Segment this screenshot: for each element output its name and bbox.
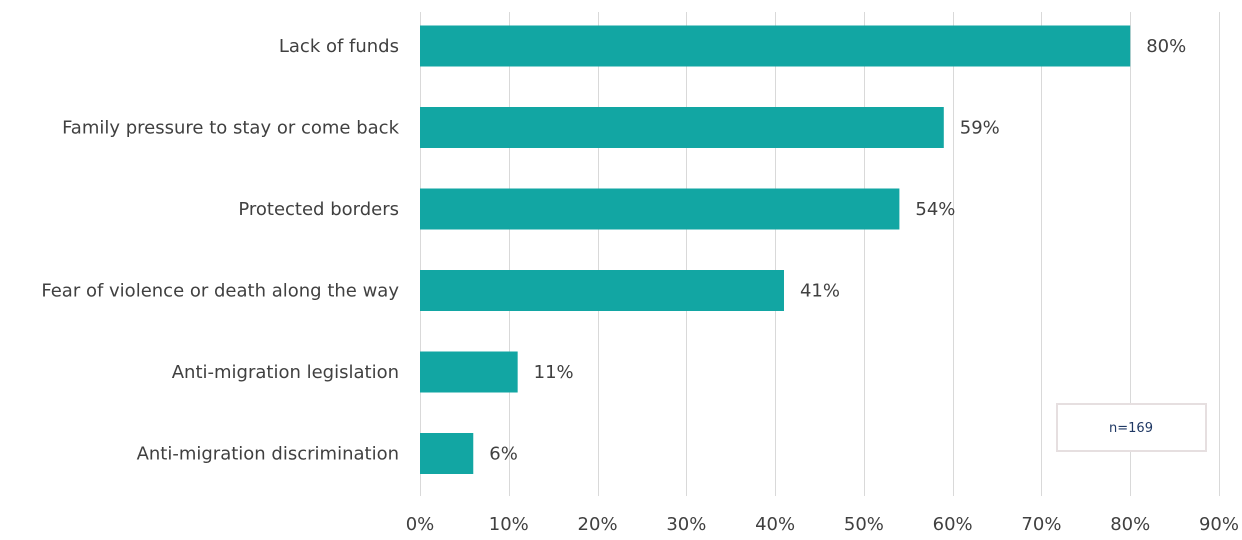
value-label-anti-migration-legislation: 11%: [534, 362, 574, 383]
x-tick-label-70: 70%: [1021, 514, 1061, 535]
sample-size-box: [1056, 403, 1207, 452]
value-labels: 80% 59% 54% 41% 11% 6%: [489, 36, 1186, 465]
value-label-protected-borders: 54%: [915, 199, 955, 220]
x-tick-label-0: 0%: [406, 514, 435, 535]
category-label-family-pressure-to-stay-or-come-back: Family pressure to stay or come back: [62, 118, 399, 139]
value-label-fear-of-violence-or-death-along-the-way: 41%: [800, 281, 840, 302]
category-labels: Lack of funds Family pressure to stay or …: [41, 36, 399, 465]
gridlines: [420, 12, 1220, 496]
x-tick-label-60: 60%: [933, 514, 973, 535]
category-label-protected-borders: Protected borders: [238, 199, 399, 220]
category-label-anti-migration-discrimination: Anti-migration discrimination: [137, 444, 399, 465]
sample-size-text: n=169: [1109, 421, 1153, 436]
bar-lack-of-funds: [420, 25, 1131, 67]
category-label-anti-migration-legislation: Anti-migration legislation: [172, 362, 399, 383]
bars: [420, 25, 1131, 474]
bar-protected-borders: [420, 188, 900, 230]
bar-anti-migration-discrimination: [420, 433, 474, 474]
x-axis-tick-labels: 0% 10% 20% 30% 40% 50% 60% 70% 80% 90%: [406, 514, 1239, 535]
category-label-fear-of-violence-or-death-along-the-way: Fear of violence or death along the way: [41, 281, 399, 302]
x-tick-label-40: 40%: [755, 514, 795, 535]
bar-fear-of-violence-or-death-along-the-way: [420, 270, 784, 311]
bar-family-pressure-to-stay-or-come-back: [420, 107, 944, 148]
value-label-anti-migration-discrimination: 6%: [489, 444, 518, 465]
sample-size-note: n=169: [1056, 403, 1207, 452]
category-label-lack-of-funds: Lack of funds: [279, 36, 399, 57]
x-tick-label-30: 30%: [666, 514, 706, 535]
x-tick-label-50: 50%: [844, 514, 884, 535]
bar-anti-migration-legislation: [420, 351, 518, 393]
x-tick-label-80: 80%: [1110, 514, 1150, 535]
x-tick-label-90: 90%: [1199, 514, 1239, 535]
value-label-family-pressure-to-stay-or-come-back: 59%: [960, 118, 1000, 139]
value-label-lack-of-funds: 80%: [1146, 36, 1186, 57]
x-tick-label-10: 10%: [489, 514, 529, 535]
x-tick-label-20: 20%: [578, 514, 618, 535]
